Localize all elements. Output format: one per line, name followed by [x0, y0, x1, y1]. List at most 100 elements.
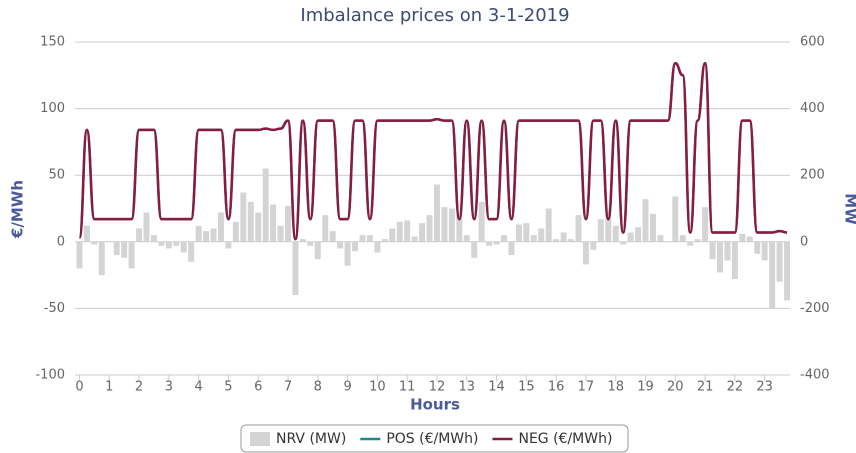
y2-tick-label: -200 [800, 301, 830, 316]
y-tick-label: -50 [44, 301, 65, 316]
bar [620, 241, 627, 245]
legend-box [240, 424, 629, 453]
x-tick-label: 20 [667, 380, 684, 395]
x-tick-label: 0 [75, 380, 83, 395]
bar [679, 235, 686, 242]
bar [501, 235, 507, 242]
bar [582, 241, 589, 265]
bar [553, 239, 560, 242]
bar [180, 241, 187, 253]
bar [731, 241, 738, 280]
bar [568, 239, 575, 242]
bar [262, 168, 269, 242]
bar [150, 235, 157, 242]
x-tick-label: 22 [727, 380, 744, 395]
x-tick-label: 21 [697, 380, 714, 395]
bar [322, 215, 329, 242]
bar [247, 201, 254, 242]
x-tick-label: 16 [548, 380, 565, 395]
bar [121, 241, 128, 258]
bar [404, 220, 411, 242]
bar [389, 228, 396, 242]
bar [709, 241, 716, 260]
bar [605, 208, 612, 242]
bar [128, 241, 135, 269]
y-tick-label: -100 [35, 368, 65, 383]
bar [471, 241, 478, 258]
bar [270, 204, 277, 242]
bar [739, 233, 746, 242]
bar [597, 219, 604, 242]
bar [702, 207, 709, 242]
bar [590, 241, 597, 250]
bar [76, 241, 83, 269]
bar [612, 225, 619, 242]
y2-tick-label: 600 [800, 35, 825, 50]
bar [538, 228, 545, 242]
x-tick-label: 7 [284, 380, 292, 395]
bar [456, 215, 463, 242]
y2-axis-title: MW [842, 193, 856, 225]
bar [366, 235, 373, 242]
bar [724, 241, 731, 261]
x-tick-label: 12 [429, 380, 446, 395]
bar [769, 241, 776, 309]
bar [352, 241, 359, 252]
x-tick-label: 10 [369, 380, 386, 395]
bar [486, 241, 493, 246]
bar [218, 212, 224, 242]
x-tick-label: 23 [756, 380, 773, 395]
x-tick-label: 2 [135, 380, 143, 395]
bar [329, 231, 336, 242]
y2-tick-label: 400 [800, 101, 825, 116]
y2-tick-label: 200 [800, 168, 825, 183]
bar [188, 241, 195, 262]
bar [240, 192, 247, 242]
y-tick-label: 150 [40, 35, 65, 50]
bar [98, 241, 105, 276]
bar [292, 241, 299, 296]
bar [195, 225, 202, 242]
bar [203, 231, 210, 242]
bar [448, 208, 455, 242]
bar [717, 241, 723, 273]
bar [560, 232, 567, 242]
bar [478, 201, 485, 242]
bar [285, 205, 291, 242]
x-tick-label: 11 [399, 380, 416, 395]
bar [381, 239, 388, 242]
bar [143, 212, 150, 242]
bar [530, 235, 537, 242]
bar [344, 241, 351, 266]
x-tick-label: 5 [224, 380, 232, 395]
bar [776, 241, 783, 282]
legend-label: NEG (€/MWh) [518, 431, 612, 447]
y-tick-label: 100 [40, 101, 65, 116]
bar [508, 241, 515, 256]
legend-label: NRV (MW) [276, 431, 346, 447]
bar [225, 241, 232, 249]
bar [642, 199, 649, 242]
bar [754, 241, 761, 254]
x-tick-label: 19 [637, 380, 654, 395]
y-tick-label: 0 [57, 234, 65, 249]
x-tick-label: 1 [105, 380, 113, 395]
chart-title: Imbalance prices on 3-1-2019 [300, 5, 569, 26]
bar [337, 241, 344, 249]
bar [523, 223, 530, 242]
bar [545, 208, 552, 242]
bar [575, 215, 582, 242]
x-tick-label: 18 [607, 380, 624, 395]
bar [761, 241, 768, 261]
x-tick-label: 14 [488, 380, 505, 395]
bar [746, 236, 753, 242]
bar [232, 221, 239, 242]
bar [649, 213, 656, 242]
x-tick-label: 9 [343, 380, 351, 395]
bar [210, 228, 217, 242]
bar [136, 228, 143, 242]
x-tick-label: 13 [458, 380, 475, 395]
x-tick-label: 3 [165, 380, 173, 395]
bar [359, 235, 366, 242]
